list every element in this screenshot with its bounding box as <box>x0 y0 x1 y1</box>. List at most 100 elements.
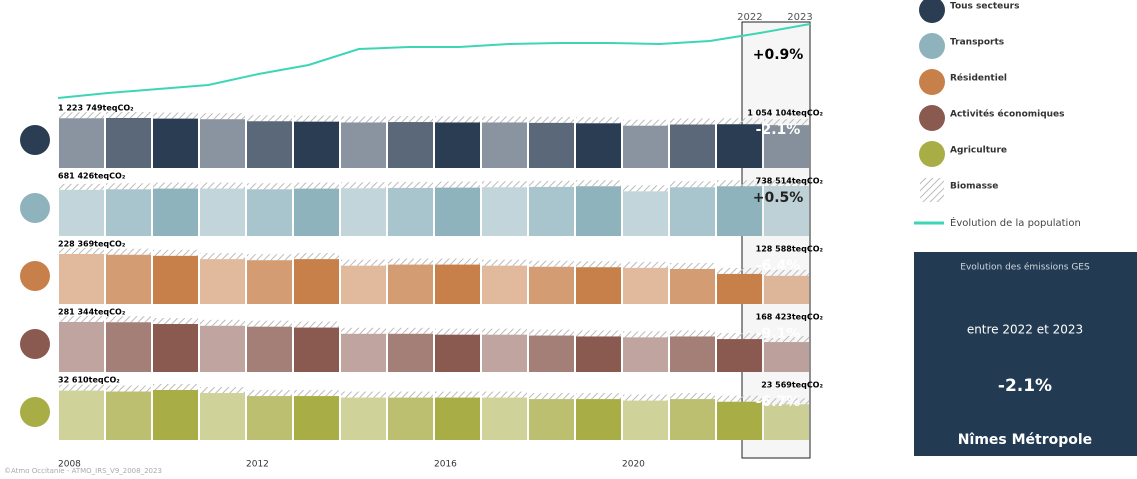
biomass-hatch <box>717 267 762 274</box>
tile <box>435 264 480 304</box>
tile <box>294 327 339 372</box>
x-tick-label: 2023 <box>787 12 812 23</box>
biomass-hatch <box>200 182 245 189</box>
tile <box>59 390 104 440</box>
legend-hatch <box>920 178 944 202</box>
biomass-hatch <box>106 248 151 255</box>
biomass-hatch <box>294 182 339 189</box>
tile <box>764 275 809 304</box>
tile <box>294 259 339 304</box>
tile <box>294 396 339 440</box>
biomass-hatch <box>294 321 339 328</box>
tile <box>482 397 527 440</box>
biomass-hatch <box>717 333 762 340</box>
biomass-hatch <box>529 329 574 336</box>
sector-icon <box>20 261 50 291</box>
legend-icon <box>919 69 945 95</box>
tile <box>341 265 386 304</box>
tile <box>341 333 386 372</box>
sector-icon <box>20 329 50 359</box>
biomass-hatch <box>247 115 292 122</box>
tile <box>106 391 151 440</box>
biomass-hatch <box>200 319 245 326</box>
population-line <box>57 23 811 99</box>
legend-label: Activités économiques <box>950 109 1065 120</box>
tile <box>435 397 480 440</box>
tile <box>106 322 151 372</box>
sector-icon <box>20 125 50 155</box>
tile <box>576 267 621 304</box>
tile <box>717 339 762 372</box>
tile <box>388 122 433 168</box>
tile <box>670 336 715 372</box>
tile <box>576 399 621 440</box>
biomass-hatch <box>59 112 104 119</box>
tile <box>717 273 762 304</box>
biomass-hatch <box>529 180 574 187</box>
biomass-hatch <box>529 393 574 400</box>
change-label: +0.5% <box>753 190 804 206</box>
tile <box>247 396 292 440</box>
biomass-hatch <box>670 262 715 269</box>
start-label: 281 344teqCO₂ <box>58 308 126 317</box>
biomass-hatch <box>670 330 715 337</box>
change-label: -6.4% <box>756 258 801 274</box>
biomass-hatch <box>435 181 480 188</box>
biomass-hatch <box>341 391 386 398</box>
highlight-frame <box>741 21 811 459</box>
biomass-hatch <box>106 183 151 190</box>
tile <box>529 186 574 236</box>
tile <box>435 334 480 372</box>
end-label: 168 423teqCO₂ <box>756 313 824 322</box>
biomass-hatch <box>435 116 480 123</box>
tile <box>623 267 668 304</box>
start-label: 681 426teqCO₂ <box>58 172 126 181</box>
x-tick-label: 2012 <box>246 460 269 470</box>
biomass-hatch <box>717 118 762 125</box>
legend-label: Tous secteurs <box>950 2 1019 12</box>
biomass-hatch <box>764 269 809 276</box>
tile <box>294 188 339 236</box>
biomass-hatch <box>59 248 104 254</box>
start-label: 1 223 749teqCO₂ <box>58 104 134 113</box>
biomass-hatch <box>576 180 621 187</box>
biomass-hatch <box>482 181 527 188</box>
tile <box>717 401 762 440</box>
biomass-hatch <box>388 391 433 398</box>
tile <box>200 325 245 372</box>
end-label: 23 569teqCO₂ <box>761 381 823 390</box>
change-label: -2.1% <box>756 122 801 138</box>
biomass-hatch <box>482 391 527 398</box>
x-tick-label: 2016 <box>434 460 457 470</box>
change-label: -6.7% <box>756 394 801 410</box>
biomass-hatch <box>59 183 104 190</box>
biomass-hatch <box>341 182 386 189</box>
tile <box>388 397 433 440</box>
tile <box>200 188 245 236</box>
tile <box>670 268 715 304</box>
tile <box>59 189 104 236</box>
biomass-hatch <box>294 115 339 122</box>
panel-place: Nîmes Métropole <box>958 432 1092 448</box>
tile <box>764 404 809 440</box>
biomass-hatch <box>106 385 151 392</box>
tile <box>388 333 433 372</box>
tile <box>341 188 386 236</box>
biomass-hatch <box>717 180 762 187</box>
tile <box>341 122 386 168</box>
sector-icon <box>20 193 50 223</box>
tile <box>623 400 668 440</box>
biomass-hatch <box>576 261 621 268</box>
x-tick-label: 2022 <box>737 12 762 23</box>
tile <box>106 254 151 304</box>
biomass-hatch <box>435 258 480 265</box>
x-tick-label: 2020 <box>622 460 645 470</box>
biomass-hatch <box>153 318 198 325</box>
biomass-hatch <box>247 254 292 261</box>
legend-label: Évolution de la population <box>950 216 1081 229</box>
biomass-hatch <box>670 118 715 125</box>
biomass-hatch <box>341 116 386 123</box>
legend-icon <box>919 0 945 23</box>
